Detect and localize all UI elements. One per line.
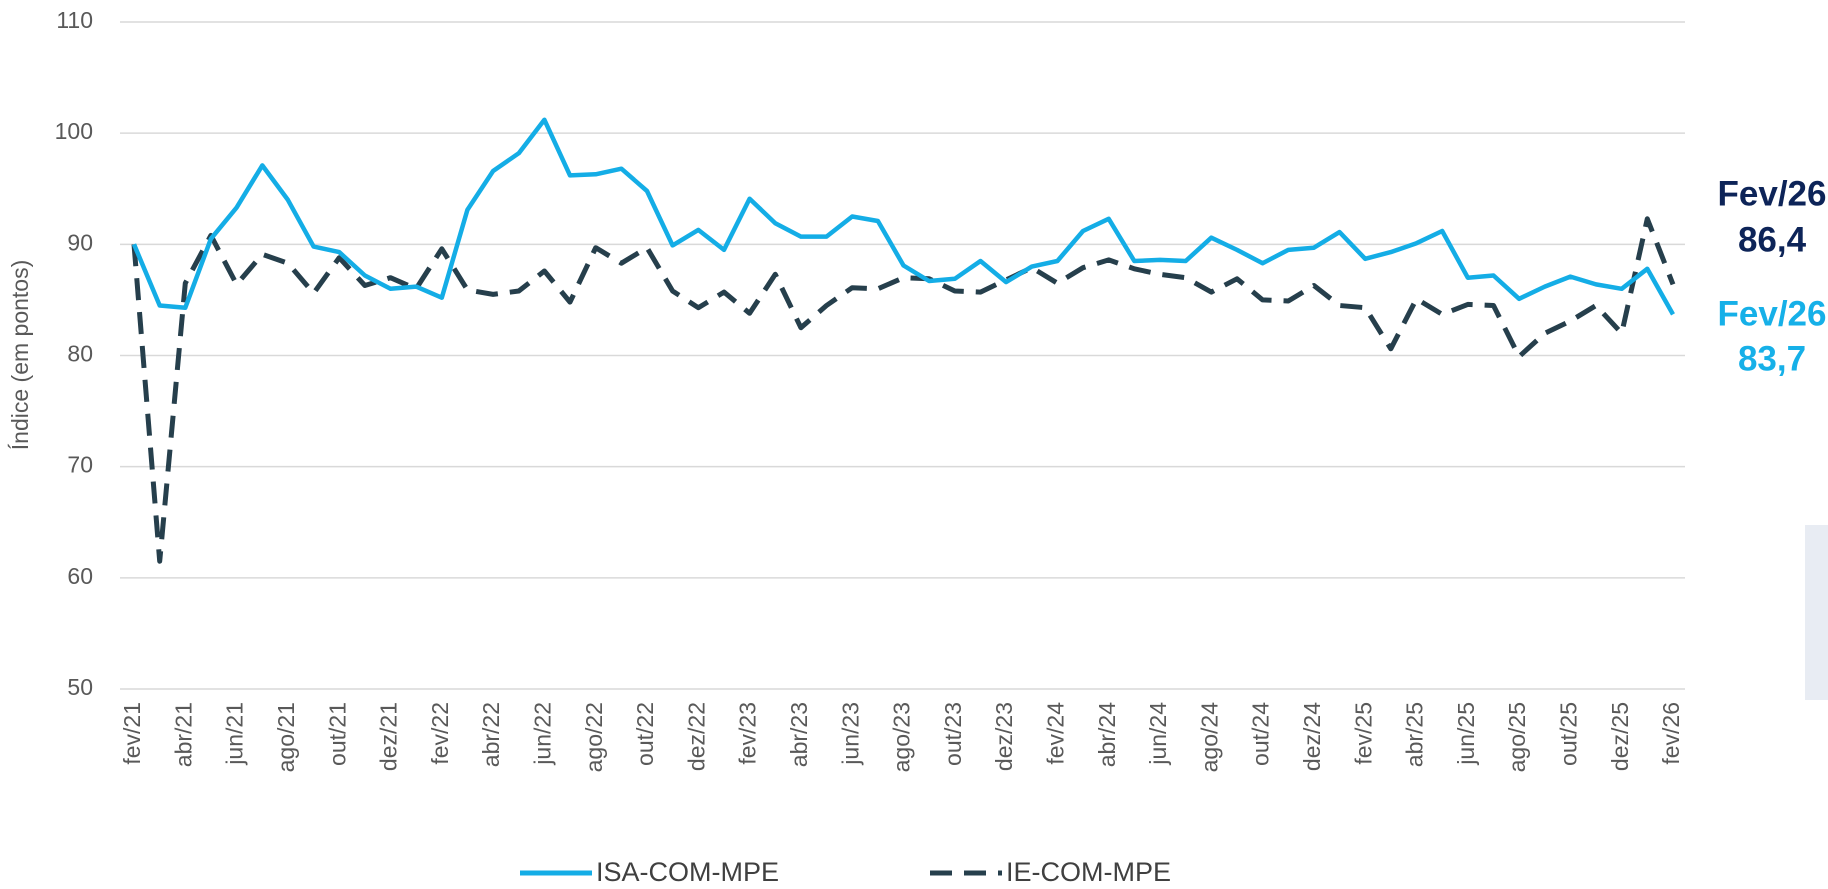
x-tick-label: fev/23 (735, 702, 761, 765)
x-tick-label: ago/24 (1196, 702, 1222, 773)
x-tick-label: out/25 (1555, 702, 1581, 766)
x-tick-label: fev/21 (119, 702, 145, 765)
annotation-value: 86,4 (1738, 220, 1807, 259)
y-tick-label: 70 (67, 452, 93, 478)
legend-label: ISA-COM-MPE (596, 857, 779, 887)
x-tick-label: jun/25 (1453, 702, 1479, 766)
x-tick-label: abr/23 (786, 702, 812, 767)
y-axis-label: Índice (em pontos) (7, 260, 33, 450)
x-tick-label: fev/24 (1042, 702, 1068, 765)
annotation-title: Fev/26 (1718, 294, 1827, 333)
x-tick-label: fev/25 (1350, 702, 1376, 765)
x-tick-label: ago/21 (273, 702, 299, 772)
y-tick-label: 80 (67, 341, 93, 367)
x-tick-label: dez/21 (376, 702, 402, 771)
y-tick-label: 90 (67, 229, 93, 255)
x-tick-label: ago/23 (889, 702, 915, 772)
x-tick-label: jun/21 (222, 702, 248, 766)
x-tick-label: dez/22 (683, 702, 709, 771)
x-tick-label: fev/26 (1658, 702, 1684, 765)
y-tick-label: 50 (67, 674, 93, 700)
x-tick-label: abr/24 (1094, 702, 1120, 767)
x-tick-label: ago/25 (1504, 702, 1530, 772)
x-tick-label: dez/25 (1607, 702, 1633, 771)
x-tick-label: abr/22 (478, 702, 504, 767)
y-tick-label: 60 (67, 563, 93, 589)
legend-label: IE-COM-MPE (1006, 857, 1171, 887)
x-tick-label: out/23 (940, 702, 966, 766)
x-tick-label: out/21 (324, 702, 350, 766)
x-tick-label: out/24 (1248, 702, 1274, 766)
series-line (131, 117, 1675, 316)
y-tick-label: 100 (55, 118, 93, 144)
series-line (131, 216, 1676, 564)
x-tick-label: out/22 (632, 702, 658, 766)
x-tick-label: jun/22 (529, 702, 555, 766)
x-tick-label: ago/22 (581, 702, 607, 772)
x-tick-label: jun/23 (837, 702, 863, 766)
annotation-value: 83,7 (1738, 339, 1806, 378)
side-box (1805, 525, 1828, 700)
x-tick-label: abr/21 (170, 702, 196, 767)
x-tick-label: dez/23 (991, 702, 1017, 771)
x-tick-label: dez/24 (1299, 702, 1325, 771)
annotation-title: Fev/26 (1718, 174, 1827, 213)
y-tick-label: 110 (56, 7, 93, 33)
x-tick-label: fev/22 (427, 702, 453, 765)
x-tick-label: jun/24 (1145, 702, 1171, 766)
x-tick-label: abr/25 (1402, 702, 1428, 767)
